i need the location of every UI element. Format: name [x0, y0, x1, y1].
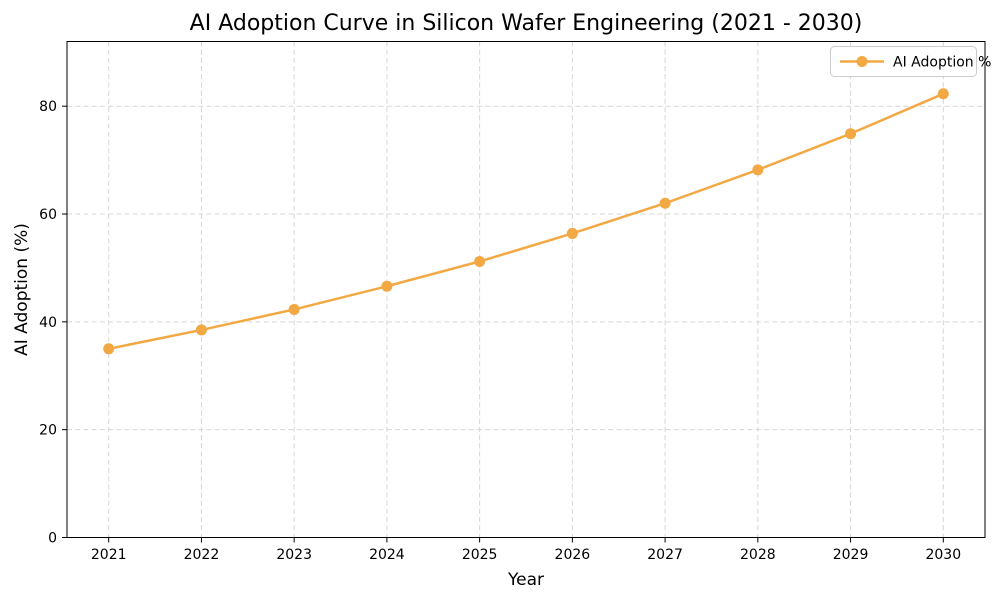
x-tick-label-2023: 2023 [276, 547, 312, 563]
plot-border [66, 41, 986, 538]
x-tick-label-2022: 2022 [184, 547, 220, 563]
x-axis-label: Year [507, 570, 544, 590]
x-tick-label-2027: 2027 [647, 547, 683, 563]
legend-box [830, 46, 977, 77]
x-tick-label-2026: 2026 [555, 547, 591, 563]
chart-title: AI Adoption Curve in Silicon Wafer Engin… [190, 11, 863, 36]
tick-marks [62, 105, 944, 543]
data-point-2023 [288, 303, 300, 315]
tick-labels: 2021 2022 2023 2024 2025 2026 2027 2028 2029 2030… [39, 99, 961, 563]
y-tick-label-40: 40 [39, 315, 57, 331]
y-tick-label-80: 80 [39, 99, 57, 115]
y-tick-label-60: 60 [39, 207, 57, 223]
y-tick-label-20: 20 [39, 423, 57, 439]
x-tick-label-2030: 2030 [925, 547, 961, 563]
x-tick-label-2021: 2021 [91, 547, 127, 563]
data-line-ai-adoption- [107, 92, 945, 351]
x-tick-label-2025: 2025 [462, 547, 498, 563]
data-point-2029 [845, 128, 857, 140]
data-point-2025 [474, 255, 486, 267]
data-point-2028 [752, 164, 764, 176]
data-point-2026 [566, 227, 578, 239]
data-point-2030 [937, 88, 949, 100]
data-point-2022 [195, 324, 207, 336]
y-axis-label: AI Adoption (%) [12, 223, 32, 356]
x-tick-label-2028: 2028 [740, 547, 776, 563]
x-tick-label-2024: 2024 [369, 547, 405, 563]
legend-marker-icon [856, 56, 868, 67]
legend-label: AI Adoption % [893, 55, 991, 71]
data-point-2027 [659, 197, 671, 209]
data-point-2024 [381, 280, 393, 292]
y-tick-label-0: 0 [48, 531, 57, 547]
x-tick-label-2029: 2029 [833, 547, 869, 563]
data-point-2021 [103, 343, 115, 355]
legend: AI Adoption % [830, 46, 991, 77]
